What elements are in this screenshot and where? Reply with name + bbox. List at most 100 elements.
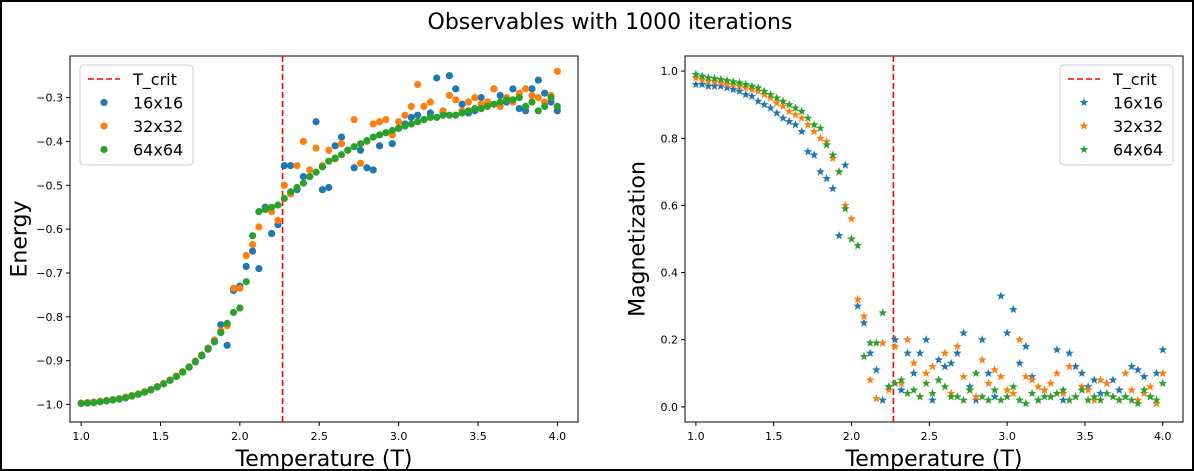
- data-point: [703, 76, 713, 85]
- legend-label: 16x16: [1113, 94, 1163, 113]
- legend-label: T_crit: [1112, 70, 1157, 90]
- legend-label: T_crit: [132, 70, 177, 90]
- x-tick-label: 2.5: [310, 430, 328, 443]
- series-64x64: [77, 94, 561, 408]
- data-point: [553, 67, 561, 75]
- data-point: [952, 348, 962, 357]
- y-tick-label: −0.8: [36, 311, 63, 324]
- data-point: [710, 81, 719, 90]
- data-point: [287, 161, 295, 170]
- axes-frame: [69, 55, 579, 423]
- data-point: [728, 79, 738, 89]
- data-point: [1145, 382, 1155, 391]
- data-point: [414, 111, 422, 119]
- data-point: [1145, 392, 1155, 401]
- x-axis-label: Temperature (T): [845, 447, 1023, 469]
- data-point: [426, 98, 434, 106]
- data-point: [896, 385, 906, 394]
- data-point: [115, 395, 123, 403]
- data-point: [407, 113, 415, 121]
- data-point: [223, 341, 231, 349]
- data-point: [1008, 382, 1018, 391]
- data-point: [741, 90, 751, 99]
- data-point: [77, 399, 85, 408]
- data-point: [248, 247, 257, 255]
- data-point: [1033, 382, 1043, 391]
- x-tick-label: 3.0: [390, 430, 408, 443]
- data-point: [946, 392, 956, 401]
- data-point: [1021, 372, 1031, 381]
- data-point: [109, 396, 117, 404]
- data-point: [828, 184, 838, 193]
- data-point: [691, 73, 701, 82]
- data-point: [1152, 398, 1161, 408]
- data-point: [1077, 385, 1087, 394]
- data-point: [375, 142, 384, 150]
- data-point: [1015, 395, 1024, 404]
- data-point: [280, 181, 288, 189]
- data-point: [791, 120, 800, 129]
- data-point: [414, 118, 422, 126]
- data-point: [915, 348, 925, 357]
- data-point: [515, 104, 523, 113]
- data-point: [996, 395, 1006, 404]
- data-point: [834, 231, 844, 240]
- data-point: [134, 390, 142, 398]
- data-point: [445, 72, 454, 80]
- data-point: [458, 109, 466, 117]
- legend: T_crit 16x16 32x32 64x64: [1059, 64, 1174, 166]
- data-point: [847, 234, 856, 243]
- data-point: [716, 74, 726, 84]
- data-point: [217, 321, 225, 329]
- data-point: [959, 372, 968, 381]
- data-point: [185, 363, 193, 371]
- data-point: [1027, 375, 1037, 384]
- data-point: [337, 140, 346, 148]
- data-point: [547, 94, 555, 102]
- data-point: [1058, 385, 1068, 394]
- data-point: [1121, 392, 1130, 401]
- data-point: [420, 115, 428, 124]
- data-point: [401, 122, 409, 130]
- data-point: [959, 395, 968, 404]
- data-point: [803, 120, 813, 129]
- data-point: [268, 203, 276, 211]
- data-point: [318, 163, 327, 171]
- legend-label: 64x64: [133, 141, 183, 160]
- data-point: [1046, 378, 1056, 388]
- data-point: [496, 91, 504, 100]
- data-point: [382, 129, 390, 137]
- data-point: [872, 338, 881, 347]
- data-point: [747, 81, 757, 90]
- data-point: [528, 98, 536, 106]
- data-point: [741, 83, 751, 92]
- data-point: [834, 167, 844, 176]
- data-point: [1133, 365, 1143, 374]
- x-tick-label: 1.5: [765, 430, 783, 443]
- y-tick-label: 0.2: [661, 334, 679, 347]
- data-point: [490, 100, 498, 108]
- data-point: [791, 110, 800, 119]
- data-point: [766, 103, 775, 112]
- data-point: [229, 284, 238, 292]
- data-point: [1002, 392, 1012, 401]
- data-point: [797, 126, 807, 136]
- data-point: [407, 120, 415, 128]
- magnetization-plot: 1.0 1.5 2.0 2.5 3.0 3.5 4.0 0.0 0.2 0.4 0.6 0.8 1.0 T…: [626, 55, 1184, 469]
- data-point: [965, 385, 975, 394]
- data-point: [971, 368, 981, 378]
- data-point: [865, 375, 875, 384]
- data-point: [496, 98, 504, 106]
- data-point: [1096, 395, 1105, 404]
- data-point: [747, 91, 757, 101]
- x-tick-label: 1.0: [687, 430, 705, 443]
- y-tick-label: 0.0: [661, 401, 679, 414]
- data-point: [884, 382, 894, 391]
- data-point: [255, 223, 263, 231]
- data-point: [223, 319, 231, 327]
- data-point: [859, 351, 869, 361]
- data-point: [859, 318, 869, 327]
- data-point: [934, 355, 944, 364]
- data-point: [395, 118, 403, 126]
